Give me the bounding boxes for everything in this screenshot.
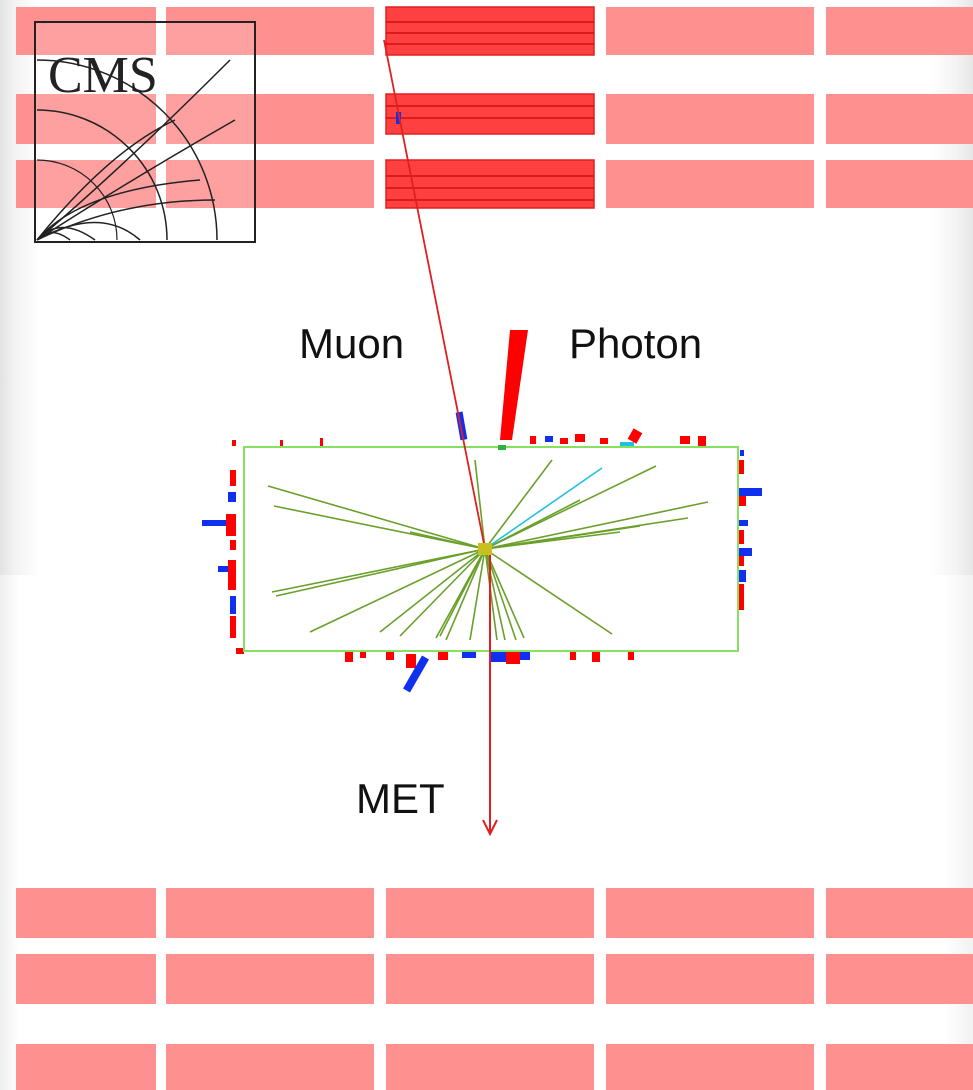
muon-chamber-hit: [385, 93, 595, 135]
detector-background-lower: [0, 575, 973, 1090]
muon-chamber: [606, 954, 814, 1004]
cms-logo: CMS: [34, 21, 256, 243]
muon-chambers-bottom: [16, 888, 973, 1090]
muon-chamber: [386, 888, 594, 938]
muon-chamber: [826, 1044, 973, 1090]
muon-chamber: [16, 7, 156, 55]
muon-chambers-top: [16, 7, 973, 208]
met-arrow: [482, 553, 498, 837]
muon-track: [383, 39, 486, 550]
muon-chamber: [16, 1044, 156, 1090]
calorimeter-deposits: [202, 411, 762, 693]
met-label: MET: [356, 775, 445, 822]
muon-chamber: [826, 954, 973, 1004]
muon-chamber: [826, 94, 973, 144]
muon-chamber: [826, 160, 973, 208]
photon-deposit: [500, 330, 528, 440]
muon-chamber: [16, 160, 156, 208]
primary-vertex: [478, 543, 492, 555]
muon-chamber: [166, 888, 374, 938]
muon-chamber: [606, 94, 814, 144]
muon-chamber: [606, 1044, 814, 1090]
muon-chamber: [826, 7, 973, 55]
muon-label: Muon: [299, 320, 405, 367]
muon-chamber: [606, 888, 814, 938]
muon-chamber: [606, 7, 814, 55]
muon-chamber: [166, 94, 374, 144]
muon-chambers-hit: [385, 6, 595, 209]
muon-chamber: [386, 1044, 594, 1090]
photon-label: Photon: [569, 320, 703, 367]
cms-logo-text: CMS: [48, 47, 158, 104]
muon-chamber: [826, 888, 973, 938]
muon-chamber: [16, 888, 156, 938]
muon-chamber: [166, 7, 374, 55]
muon-chamber: [166, 954, 374, 1004]
muon-chamber: [166, 1044, 374, 1090]
muon-chamber: [606, 160, 814, 208]
muon-chamber: [386, 954, 594, 1004]
muon-chamber: [16, 954, 156, 1004]
cyan-track: [484, 467, 603, 550]
muon-chamber-hit: [385, 6, 595, 56]
muon-chamber-hit: [385, 159, 595, 209]
